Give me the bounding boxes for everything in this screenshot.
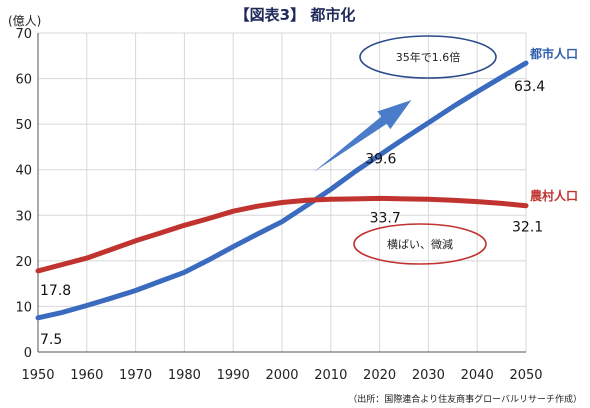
y-tick-label-0: 0 [24, 346, 32, 361]
series-line-urban [35, 60, 529, 321]
annotation-rural-ellipse [353, 223, 487, 265]
data-labels: 7.5 17.8 39.6 33.7 63.4 32.1 [40, 79, 545, 348]
y-axis-ticks: 0 10 20 30 40 50 60 70 [15, 27, 32, 361]
annotation-urban-text: 35年で1.6倍 [396, 50, 461, 64]
data-label-7.5: 7.5 [40, 332, 62, 348]
x-tick-label-2040: 2040 [461, 368, 494, 383]
x-axis-ticks: 1950 1960 1970 1980 1990 2000 2010 2020 2030 2040… [21, 368, 542, 383]
x-tick-label-1960: 1960 [70, 368, 103, 383]
annotation-rural-text: 横ばい、微減 [387, 237, 453, 251]
y-tick-label-70: 70 [15, 27, 32, 42]
data-label-39.6: 39.6 [365, 152, 396, 168]
data-label-63.4: 63.4 [514, 79, 545, 95]
source-note: （出所：国際連合より住友商事グローバルリサーチ作成） [348, 393, 582, 405]
chart-title: 【図表3】 都市化 [235, 6, 356, 24]
annotation-urban-ellipse [359, 35, 497, 79]
x-tick-label-2020: 2020 [363, 368, 396, 383]
y-tick-label-60: 60 [15, 73, 32, 88]
series-lines [35, 60, 529, 321]
x-tick-label-1950: 1950 [21, 368, 54, 383]
data-label-32.1: 32.1 [512, 220, 543, 236]
axes [37, 33, 526, 353]
series-label-urban: 都市人口 [529, 46, 578, 61]
x-tick-label-2050: 2050 [509, 368, 542, 383]
x-tick-label-1980: 1980 [168, 368, 201, 383]
x-tick-label-2030: 2030 [412, 368, 445, 383]
series-line-rural [35, 195, 529, 274]
gridlines [37, 32, 527, 353]
x-tick-label-1970: 1970 [119, 368, 152, 383]
data-label-17.8: 17.8 [40, 283, 71, 299]
data-label-33.7: 33.7 [370, 210, 401, 226]
y-axis-unit: (億人) [8, 14, 41, 28]
y-tick-label-40: 40 [15, 164, 32, 179]
series-label-rural: 農村人口 [530, 188, 578, 203]
y-tick-label-30: 30 [15, 209, 32, 224]
trend-arrow [313, 100, 412, 172]
trend-arrow-shape [313, 100, 412, 172]
y-tick-label-20: 20 [15, 255, 32, 270]
y-tick-label-50: 50 [15, 118, 32, 133]
x-tick-label-2000: 2000 [265, 368, 298, 383]
x-tick-label-2010: 2010 [314, 368, 347, 383]
x-tick-label-1990: 1990 [217, 368, 250, 383]
y-tick-label-10: 10 [15, 300, 32, 315]
